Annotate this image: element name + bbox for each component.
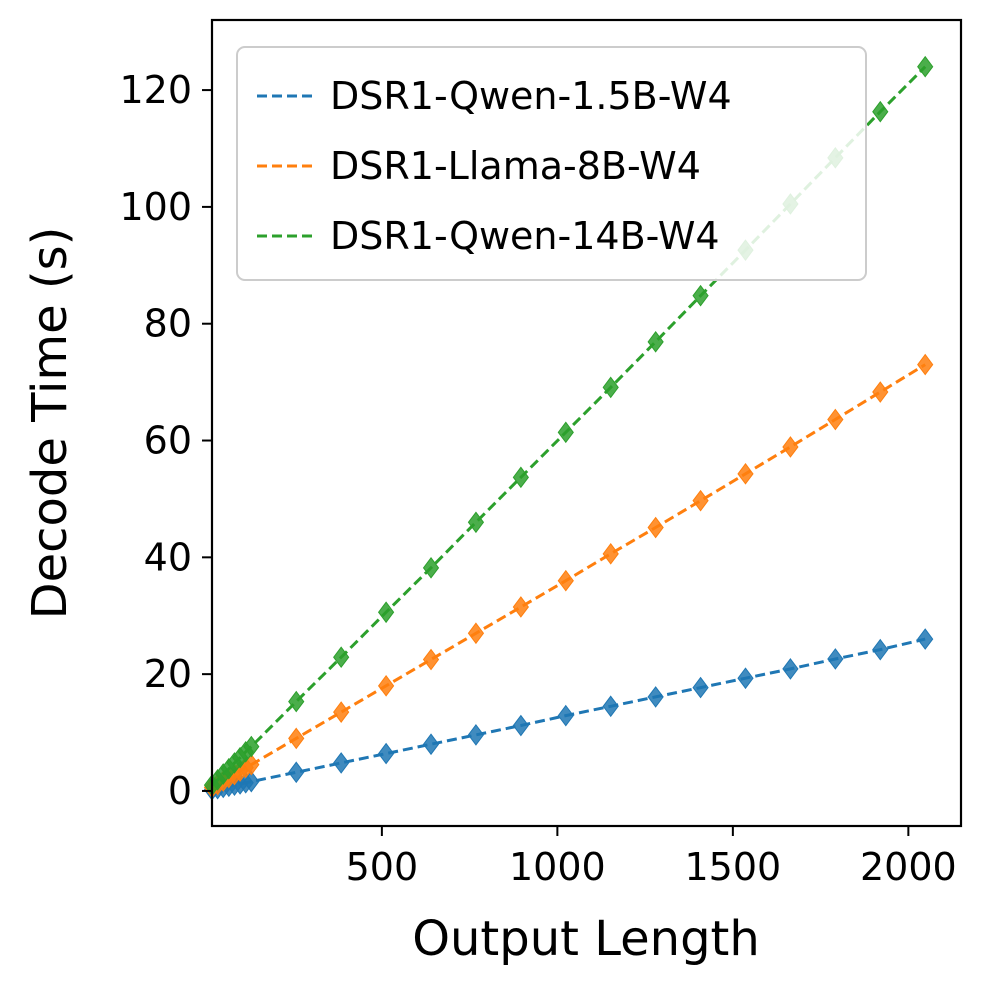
data-point	[333, 701, 350, 723]
data-point	[377, 742, 395, 765]
x-tick-label: 1000	[509, 845, 606, 889]
data-point	[512, 466, 529, 489]
data-point	[917, 628, 934, 650]
legend-item: DSR1-Llama-8B-W4	[257, 144, 701, 188]
data-point	[917, 353, 934, 376]
legend: DSR1-Qwen-1.5B-W4 DSR1-Llama-8B-W4 DSR1-Qw…	[236, 46, 867, 281]
data-point	[288, 727, 305, 750]
legend-label: DSR1-Qwen-14B-W4	[330, 214, 720, 258]
data-point	[557, 704, 574, 727]
data-point	[288, 690, 305, 713]
data-point	[422, 648, 440, 671]
data-point	[602, 542, 619, 565]
data-point	[512, 596, 529, 618]
x-tick-label: 500	[346, 845, 419, 889]
data-point	[692, 284, 709, 307]
data-point	[872, 381, 889, 403]
y-tick-label: 80	[144, 302, 192, 346]
y-tick-label: 0	[168, 769, 192, 813]
data-point	[782, 436, 799, 458]
data-point	[647, 686, 664, 708]
data-point	[422, 557, 440, 579]
data-point	[422, 733, 440, 756]
data-point	[512, 714, 529, 737]
data-point	[647, 330, 664, 353]
data-point	[557, 569, 574, 592]
y-tick-label: 20	[144, 652, 192, 696]
data-point	[467, 724, 485, 746]
data-point	[872, 100, 889, 123]
data-point	[288, 761, 305, 784]
data-point	[243, 770, 260, 793]
data-point	[333, 752, 350, 774]
data-point	[737, 462, 754, 485]
data-point	[782, 658, 799, 680]
data-point	[737, 667, 754, 690]
x-axis-title: Output Length	[412, 911, 760, 967]
data-point	[827, 648, 844, 670]
data-point	[827, 408, 844, 431]
legend-item: DSR1-Qwen-1.5B-W4	[257, 74, 732, 118]
data-point	[602, 376, 619, 399]
x-tick-label: 2000	[860, 845, 957, 889]
x-tick-label: 1500	[685, 845, 782, 889]
y-tick-label: 100	[119, 185, 192, 229]
data-point	[243, 735, 260, 758]
data-point	[692, 676, 709, 699]
data-point	[333, 646, 350, 669]
y-axis-title: Decode Time (s)	[22, 227, 78, 620]
data-point	[872, 638, 889, 661]
y-tick-label: 40	[144, 535, 192, 579]
data-point	[467, 622, 485, 645]
data-point	[647, 516, 664, 539]
data-point	[917, 55, 934, 78]
legend-item: DSR1-Qwen-14B-W4	[257, 214, 720, 258]
data-point	[467, 511, 485, 534]
legend-label: DSR1-Llama-8B-W4	[330, 144, 701, 188]
data-point	[692, 489, 709, 512]
legend-box	[236, 46, 867, 281]
axes-frame	[210, 18, 963, 828]
data-point	[377, 674, 395, 697]
data-point	[557, 421, 574, 444]
x-axis-ticks: 500 1000 1500 2000	[346, 826, 957, 889]
y-tick-label: 120	[119, 68, 192, 112]
data-point	[602, 695, 619, 718]
legend-label: DSR1-Qwen-1.5B-W4	[330, 74, 732, 118]
data-point	[377, 601, 395, 624]
y-axis-ticks: 0 20 40 60 80 100 120	[119, 68, 212, 813]
y-tick-label: 60	[144, 419, 192, 463]
